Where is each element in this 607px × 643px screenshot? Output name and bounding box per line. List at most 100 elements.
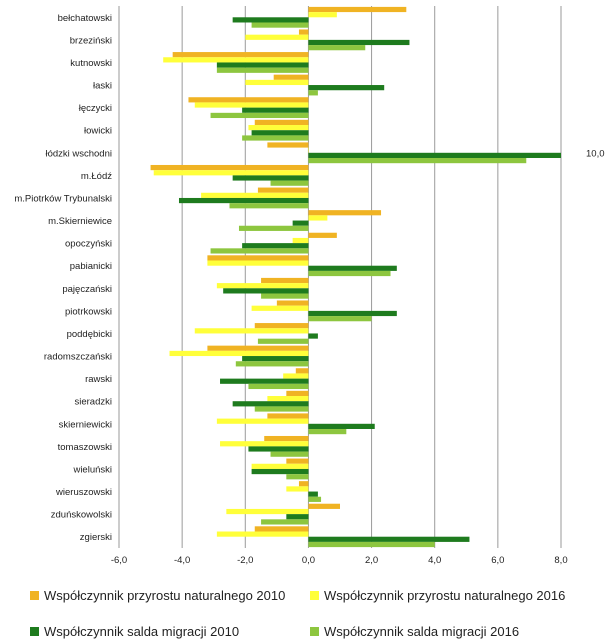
bar-s0-13 <box>276 300 309 306</box>
bar-s0-14 <box>254 323 309 329</box>
bar-s1-0 <box>308 12 337 18</box>
bar-s1-19 <box>220 441 309 447</box>
bar-s0-16 <box>295 368 309 374</box>
bar-s3-18 <box>308 428 347 435</box>
bar-s1-10 <box>292 237 309 244</box>
x-tick-label-7: 8,0 <box>554 555 567 566</box>
category-label-11: pabianicki <box>70 261 112 272</box>
bar-s0-9 <box>308 210 382 216</box>
category-label-19: tomaszowski <box>58 442 112 453</box>
bar-s3-8 <box>229 203 309 209</box>
legend-item-series-0: Współczynnik przyrostu naturalnego 2010 <box>30 588 285 603</box>
legend-label-2: Współczynnik salda migracji 2010 <box>44 624 240 639</box>
bar-s2-4 <box>242 107 309 113</box>
bar-s0-17 <box>286 390 309 397</box>
bar-s2-1 <box>308 39 410 46</box>
category-label-16: rawski <box>85 374 112 385</box>
bar-s2-13 <box>308 310 397 317</box>
legend-swatch-2 <box>30 627 39 636</box>
bar-s2-17 <box>232 401 309 407</box>
bar-s3-13 <box>308 316 372 322</box>
legend-swatch-3 <box>310 627 319 636</box>
legend-swatch-1 <box>310 591 319 600</box>
bar-s1-18 <box>216 418 309 424</box>
bar-s0-19 <box>264 435 309 442</box>
bar-s0-4 <box>188 97 309 103</box>
bar-s0-10 <box>308 232 337 238</box>
bar-s1-21 <box>286 486 309 492</box>
bar-s1-4 <box>194 102 309 108</box>
bar-s3-9 <box>238 225 309 231</box>
bar-s2-19 <box>248 446 309 452</box>
category-label-15: radomszczański <box>44 352 112 363</box>
bar-s2-23 <box>308 536 470 542</box>
bar-s1-14 <box>194 328 309 334</box>
bar-s1-2 <box>163 57 309 63</box>
category-label-14: poddębicki <box>67 329 112 340</box>
category-label-21: wieruszowski <box>55 487 112 498</box>
bar-s2-10 <box>242 243 309 249</box>
annotation-0: 10,0 <box>586 148 605 159</box>
bar-s0-23 <box>254 526 309 532</box>
category-labels: bełchatowski brzeziński kutnowski łaski łęcz… <box>14 13 112 543</box>
bar-s1-5 <box>248 125 309 131</box>
bar-s2-12 <box>223 288 309 294</box>
bar-s0-5 <box>254 119 309 126</box>
legend-label-3: Współczynnik salda migracji 2016 <box>324 624 520 639</box>
bar-s3-19 <box>270 451 309 457</box>
bar-s3-0 <box>251 22 309 28</box>
category-label-12: pajęczański <box>62 284 112 295</box>
bar-s0-2 <box>172 52 309 58</box>
bar-s2-15 <box>242 356 309 362</box>
x-tick-label-5: 4,0 <box>428 555 441 566</box>
bar-s3-22 <box>261 519 309 525</box>
bar-s0-7 <box>150 164 309 171</box>
bar-s1-12 <box>216 283 309 289</box>
bar-s1-1 <box>245 34 309 40</box>
x-tick-label-0: -6,0 <box>111 555 127 566</box>
bar-s3-6 <box>308 157 527 164</box>
bar-s2-2 <box>216 62 309 68</box>
category-label-13: piotrkowski <box>65 306 112 317</box>
bar-s3-11 <box>308 270 391 277</box>
bar-s2-3 <box>308 85 385 91</box>
bar-s2-5 <box>251 130 309 136</box>
bar-s3-21 <box>308 496 322 502</box>
bar-s1-17 <box>267 396 309 402</box>
legend-label-0: Współczynnik przyrostu naturalnego 2010 <box>44 588 286 603</box>
bar-s3-14 <box>257 338 309 344</box>
bar-s2-0 <box>232 17 309 23</box>
bar-s3-15 <box>235 361 309 367</box>
bar-s3-1 <box>308 45 366 51</box>
bar-s2-7 <box>232 175 309 181</box>
bar-s1-11 <box>207 260 309 266</box>
category-label-0: bełchatowski <box>58 13 112 24</box>
bar-s0-18 <box>267 413 309 419</box>
bar-s3-17 <box>254 406 309 412</box>
category-label-10: opoczyński <box>65 239 112 250</box>
bar-s1-6 <box>308 147 309 153</box>
legend-item-series-3: Współczynnik salda migracji 2016 <box>310 624 519 639</box>
bar-s0-11 <box>207 255 309 261</box>
category-label-3: łaski <box>93 81 112 92</box>
category-label-9: m.Skierniewice <box>48 216 112 227</box>
bar-s2-18 <box>308 423 375 429</box>
bar-s3-7 <box>270 180 309 186</box>
chart: bełchatowski brzeziński kutnowski łaski łęcz… <box>14 6 605 566</box>
bar-s1-13 <box>251 305 309 311</box>
x-tick-labels: -6,0 -4,0 -2,0 0,0 2,0 4,0 6,0 8,0 <box>111 555 568 566</box>
legend-item-series-2: Współczynnik salda migracji 2010 <box>30 624 239 639</box>
legend-swatch-0 <box>30 591 39 600</box>
bar-s1-15 <box>169 350 309 357</box>
bar-s0-15 <box>207 345 309 351</box>
legend-label-1: Współczynnik przyrostu naturalnego 2016 <box>324 588 566 603</box>
bar-s1-9 <box>308 215 328 221</box>
bar-s1-23 <box>216 531 309 537</box>
bar-s1-16 <box>283 373 309 379</box>
category-label-5: łowicki <box>84 126 112 137</box>
category-label-2: kutnowski <box>70 58 112 69</box>
bar-s3-4 <box>210 112 309 119</box>
bar-s1-8 <box>201 192 309 198</box>
bar-s0-3 <box>273 74 309 80</box>
category-label-8: m.Piotrków Trybunalski <box>14 193 112 204</box>
